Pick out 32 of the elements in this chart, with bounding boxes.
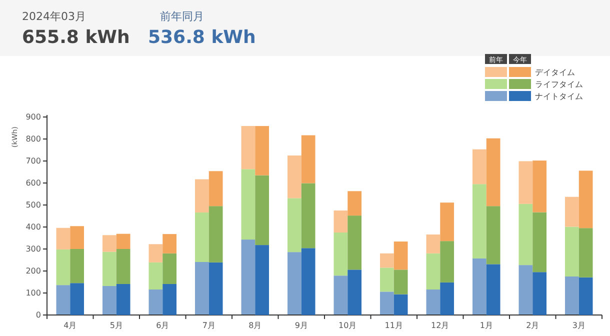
- x-tick-label: 6月: [156, 321, 170, 330]
- x-tick-label: 7月: [202, 321, 216, 330]
- y-tick-label: 500: [26, 200, 41, 210]
- x-tick-label: 10月: [338, 321, 357, 330]
- y-tick-label: 700: [26, 156, 41, 166]
- y-tick-label: 300: [26, 244, 41, 254]
- bar: [162, 234, 176, 254]
- y-tick-label: 800: [26, 134, 41, 144]
- legend-label: ナイトタイム: [535, 92, 583, 101]
- x-tick-label: 3月: [572, 321, 586, 330]
- text: 前年同月: [160, 10, 204, 23]
- x-tick-label: 9月: [294, 321, 308, 330]
- text: 536.8 kWh: [148, 27, 256, 48]
- x-tick-label: 2月: [526, 321, 540, 330]
- x-tick-label: 4月: [64, 321, 77, 330]
- text: 655.8 kWh: [22, 27, 130, 48]
- x-tick-label: 11月: [384, 321, 403, 330]
- y-tick-label: 600: [26, 178, 41, 188]
- y-tick-label: 100: [26, 288, 41, 298]
- bar: [440, 202, 454, 242]
- bar: [348, 191, 362, 216]
- y-tick-label: 400: [26, 222, 41, 232]
- text: 2024年03月: [22, 10, 86, 23]
- legend-label: デイタイム: [535, 68, 575, 77]
- legend-label: ライフタイム: [535, 80, 583, 89]
- y-tick-label: 900: [26, 112, 41, 122]
- y-tick-label: 200: [26, 266, 41, 276]
- x-tick-label: 5月: [110, 321, 123, 330]
- x-tick-label: 8月: [248, 321, 262, 330]
- x-tick-label: 12月: [431, 321, 450, 330]
- y-tick-label: 0: [36, 310, 41, 320]
- x-tick-label: 1月: [480, 321, 493, 330]
